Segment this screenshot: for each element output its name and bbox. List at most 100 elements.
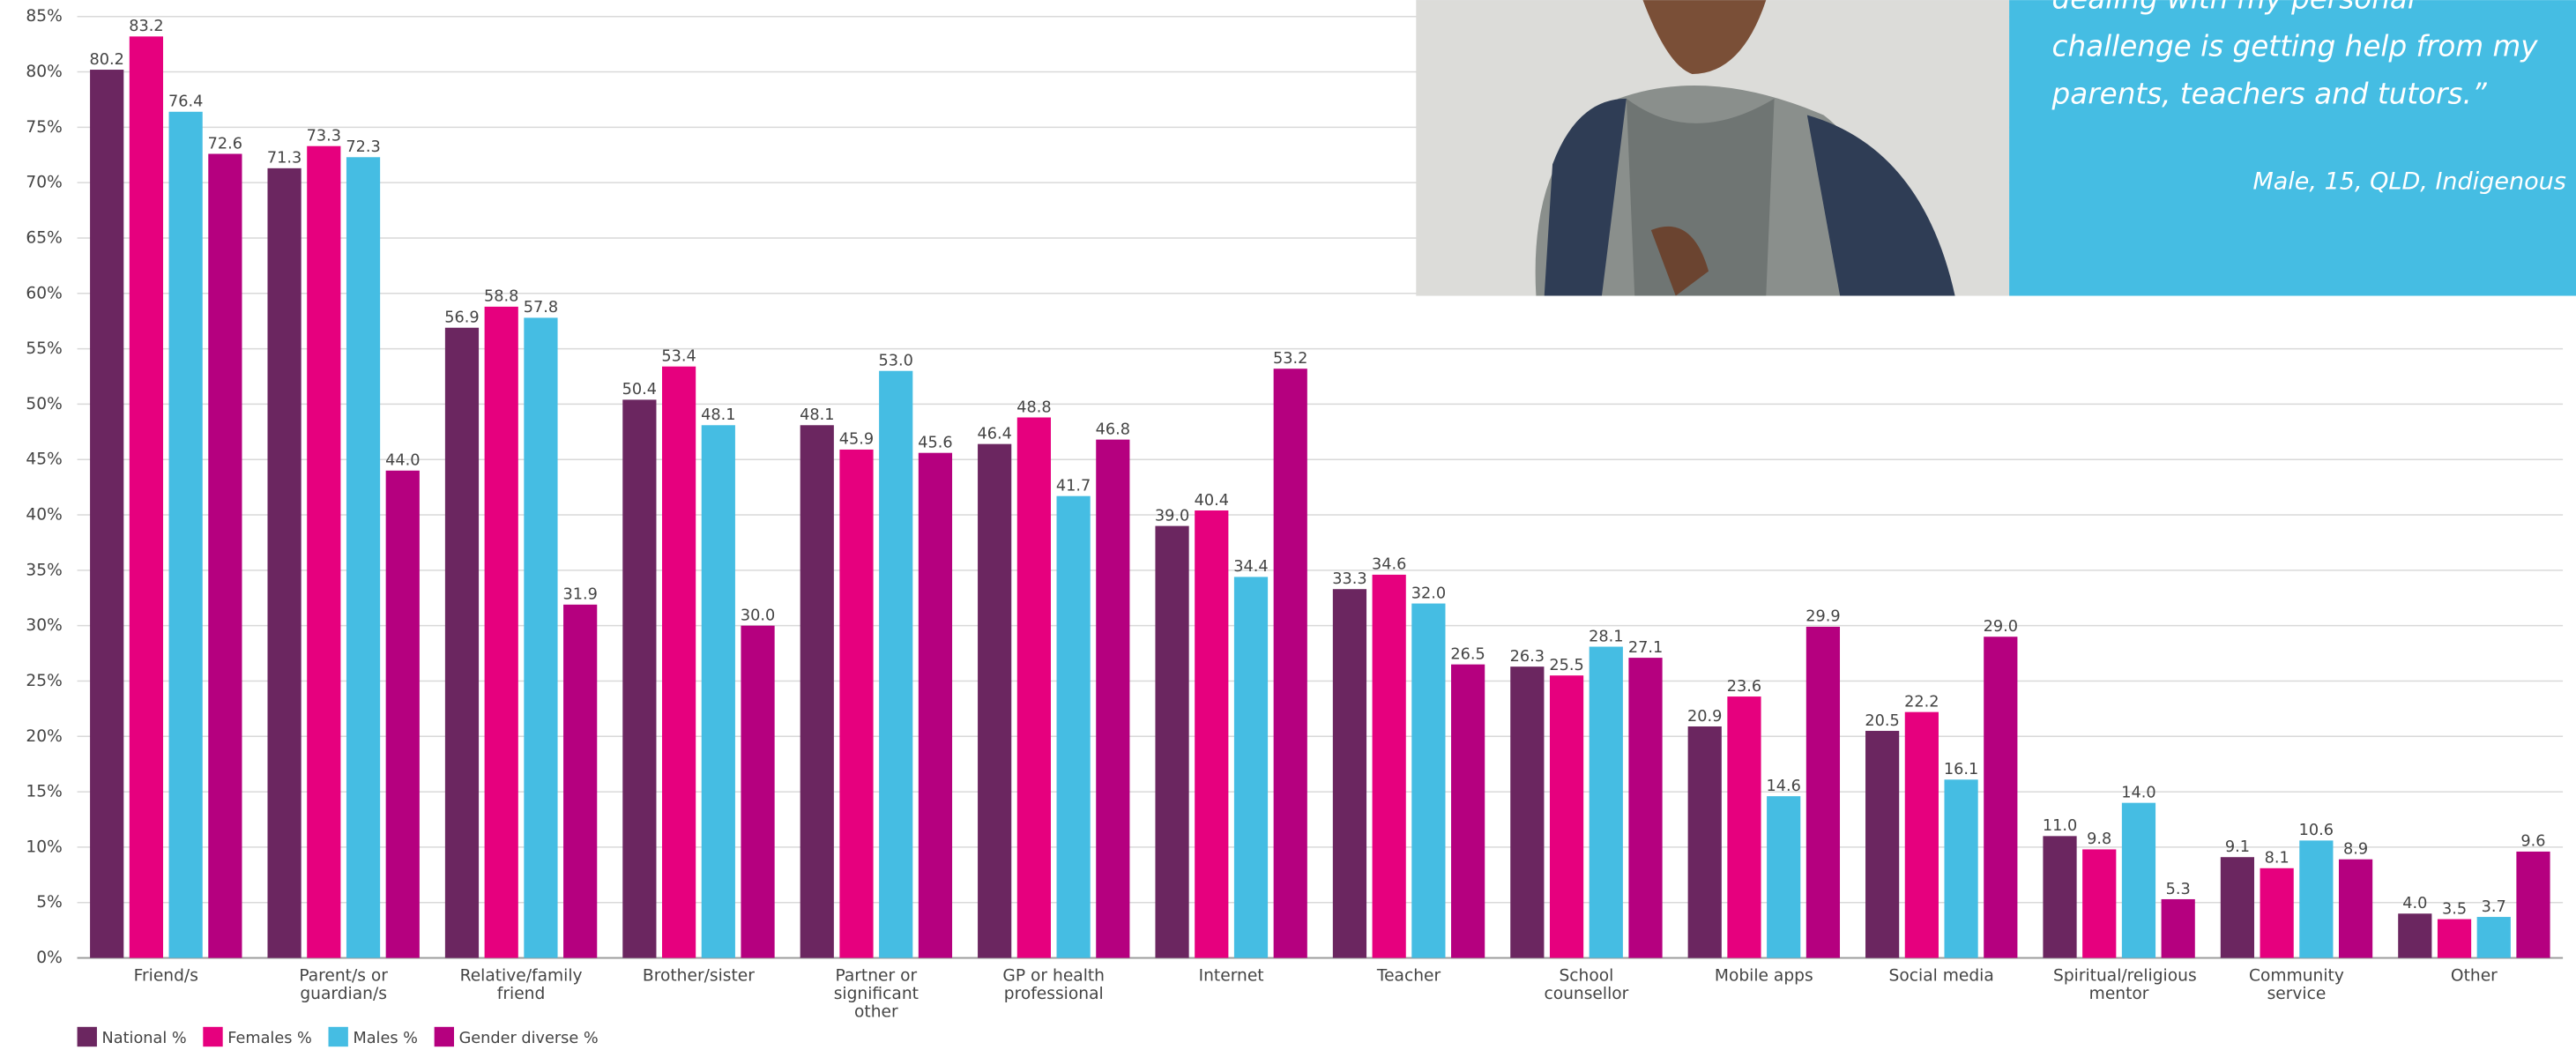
- x-tick-label: Mobile apps: [1714, 967, 1813, 987]
- y-tick-label: 30%: [26, 616, 62, 635]
- x-label-box: Partner or significant other: [834, 968, 919, 1017]
- bar: [2338, 859, 2373, 958]
- value-label: 8.1: [2265, 850, 2289, 868]
- x-label-box: Teacher: [1376, 967, 1441, 987]
- value-label: 9.8: [2087, 830, 2111, 848]
- legend-swatch: [328, 1026, 348, 1047]
- bar: [978, 443, 1012, 958]
- quote-panel: [2009, 0, 2576, 296]
- bar: [879, 370, 913, 958]
- bar: [661, 366, 696, 958]
- bar: [1372, 574, 1406, 958]
- bar: [1096, 439, 1130, 958]
- bar: [1233, 577, 1269, 958]
- quote-box: dealing with my personal challenge is ge…: [2051, 0, 2538, 112]
- value-label: 20.5: [1865, 712, 1899, 730]
- bar: [1510, 666, 1545, 958]
- bar: [741, 625, 775, 958]
- bar: [2476, 917, 2511, 958]
- value-label: 30.0: [741, 607, 775, 624]
- x-label-box: Other: [2451, 968, 2498, 986]
- value-label: 14.6: [1766, 778, 1800, 795]
- x-label-box: Brother/sister: [642, 967, 755, 987]
- value-label: 23.6: [1727, 678, 1761, 696]
- y-tick-label: 20%: [26, 727, 62, 746]
- bar: [2299, 840, 2334, 958]
- bar: [2082, 849, 2117, 958]
- photo: [1416, 0, 2010, 296]
- y-tick-label: 45%: [26, 451, 62, 469]
- value-label: 50.4: [622, 381, 657, 398]
- value-label: 34.6: [1372, 556, 1406, 574]
- legend-label: Gender diverse %: [459, 1030, 599, 1047]
- value-label: 11.0: [2043, 817, 2077, 835]
- bar: [1944, 779, 1978, 958]
- bar: [484, 306, 518, 958]
- y-tick-label: 60%: [26, 284, 62, 302]
- value-label: 72.3: [346, 138, 380, 156]
- value-label: 71.3: [267, 150, 302, 168]
- legend-label: Females %: [227, 1030, 312, 1047]
- value-label: 40.4: [1195, 492, 1229, 510]
- value-label: 20.9: [1687, 708, 1722, 726]
- value-label: 44.0: [385, 452, 420, 470]
- bar: [1767, 796, 1801, 958]
- y-tick-label: 10%: [26, 838, 62, 856]
- x-tick-label: Parent/s or guardian/s: [299, 967, 388, 1004]
- x-tick-label: Brother/sister: [642, 967, 755, 987]
- bar: [1332, 589, 1367, 958]
- bar: [444, 327, 480, 958]
- bar: [839, 449, 874, 958]
- value-label: 46.8: [1096, 421, 1130, 438]
- value-label: 33.3: [1332, 570, 1366, 588]
- x-label-box: Relative/family friend: [459, 967, 583, 1004]
- value-label: 5.3: [2166, 881, 2191, 898]
- bar: [90, 70, 124, 958]
- bar: [622, 399, 657, 958]
- value-label: 39.0: [1155, 507, 1189, 525]
- legend-swatch: [434, 1026, 455, 1047]
- y-tick-label: 50%: [26, 395, 62, 413]
- x-tick-label: Social media: [1888, 967, 1994, 987]
- x-label-box: Mobile apps: [1714, 967, 1813, 987]
- value-label: 9.1: [2225, 838, 2250, 856]
- bar: [168, 111, 203, 958]
- bar: [1273, 369, 1307, 958]
- value-label: 46.4: [977, 425, 1011, 443]
- quote-attribution: Male, 15, QLD, Indigenous: [2252, 168, 2565, 195]
- bar: [2220, 857, 2255, 958]
- y-tick-label: 15%: [26, 783, 62, 801]
- value-label: 31.9: [562, 586, 597, 604]
- value-label: 4.0: [2402, 895, 2427, 912]
- value-label: 53.4: [661, 348, 696, 366]
- value-label: 34.4: [1233, 558, 1268, 576]
- value-label: 48.1: [800, 406, 834, 424]
- value-label: 57.8: [524, 299, 558, 316]
- bar: [1904, 711, 1939, 958]
- x-tick-label: Relative/family friend: [459, 967, 583, 1004]
- x-label-box: Social media: [1888, 967, 1994, 987]
- x-tick-label: GP or health professional: [1002, 967, 1106, 1004]
- bar: [2398, 913, 2432, 958]
- x-tick-label: Teacher: [1376, 967, 1441, 987]
- value-label: 45.9: [839, 431, 874, 449]
- value-label: 41.7: [1056, 478, 1091, 495]
- bar: [1056, 495, 1091, 958]
- bar: [918, 452, 953, 958]
- value-label: 29.0: [1984, 618, 2018, 636]
- y-tick-label: 35%: [26, 561, 62, 579]
- y-tick-label: 40%: [26, 506, 62, 525]
- y-tick-label: 75%: [26, 118, 62, 137]
- x-tick-label: Internet: [1198, 967, 1264, 987]
- bar: [2121, 802, 2156, 958]
- value-label: 76.4: [168, 93, 203, 111]
- x-label-box: Parent/s or guardian/s: [299, 967, 388, 1004]
- legend-label: Males %: [353, 1030, 418, 1047]
- x-label-box: Spiritual/religious mentor: [2053, 968, 2197, 1004]
- value-label: 32.0: [1411, 585, 1446, 602]
- value-label: 56.9: [444, 309, 479, 327]
- value-label: 27.1: [1628, 639, 1663, 657]
- y-tick-label: 80%: [26, 63, 62, 81]
- legend-swatch: [77, 1026, 97, 1047]
- quote-text: dealing with my personal challenge is ge…: [2051, 0, 2538, 112]
